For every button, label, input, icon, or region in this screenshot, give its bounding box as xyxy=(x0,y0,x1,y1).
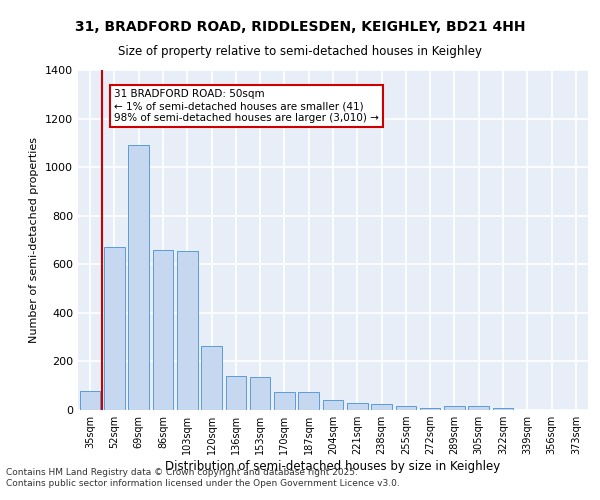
Bar xyxy=(128,146,149,410)
Bar xyxy=(493,408,514,410)
Bar xyxy=(177,251,197,410)
Bar xyxy=(80,390,100,410)
Bar xyxy=(371,404,392,410)
Bar xyxy=(347,402,368,410)
Bar xyxy=(420,408,440,410)
X-axis label: Distribution of semi-detached houses by size in Keighley: Distribution of semi-detached houses by … xyxy=(166,460,500,473)
Bar xyxy=(104,248,125,410)
Bar xyxy=(298,392,319,410)
Bar xyxy=(152,250,173,410)
Y-axis label: Number of semi-detached properties: Number of semi-detached properties xyxy=(29,137,40,343)
Text: Size of property relative to semi-detached houses in Keighley: Size of property relative to semi-detach… xyxy=(118,45,482,58)
Bar xyxy=(226,376,246,410)
Text: 31 BRADFORD ROAD: 50sqm
← 1% of semi-detached houses are smaller (41)
98% of sem: 31 BRADFORD ROAD: 50sqm ← 1% of semi-det… xyxy=(115,90,379,122)
Bar xyxy=(395,406,416,410)
Bar xyxy=(274,392,295,410)
Bar xyxy=(250,377,271,410)
Bar xyxy=(469,406,489,410)
Bar xyxy=(444,406,465,410)
Text: 31, BRADFORD ROAD, RIDDLESDEN, KEIGHLEY, BD21 4HH: 31, BRADFORD ROAD, RIDDLESDEN, KEIGHLEY,… xyxy=(75,20,525,34)
Bar xyxy=(323,400,343,410)
Bar xyxy=(201,346,222,410)
Text: Contains HM Land Registry data © Crown copyright and database right 2025.
Contai: Contains HM Land Registry data © Crown c… xyxy=(6,468,400,487)
